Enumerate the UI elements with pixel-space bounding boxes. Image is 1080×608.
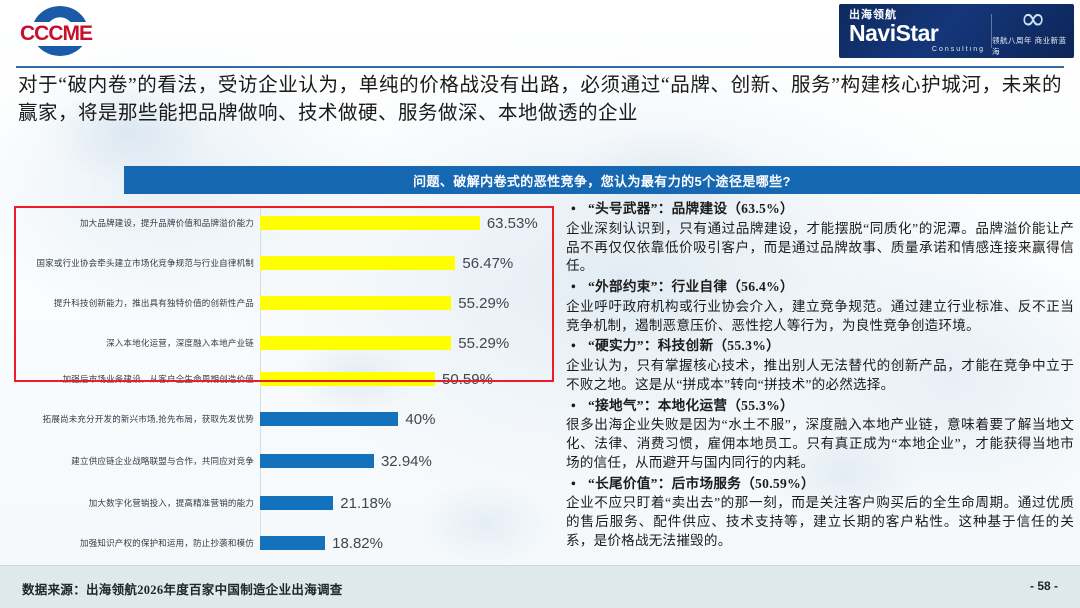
cccme-logo: CCCME xyxy=(18,6,118,58)
chart-bar xyxy=(260,256,456,270)
chart-row: 提升科技创新能力，推出具有独特价值的创新性产品 55.29% xyxy=(6,292,562,314)
commentary-body: 企业呼吁政府机构或行业协会介入，建立竞争规范。通过建立行业标准、反不正当竞争机制… xyxy=(566,298,1074,333)
chart-bar-wrap: 55.29% xyxy=(260,292,562,314)
chart-bar-wrap: 32.94% xyxy=(260,450,562,472)
commentary-heading-text: “接地气”：本地化运营（55.3%） xyxy=(588,397,794,413)
navistar-emblem: ∞ 领航八周年 商业新蓝海 xyxy=(992,4,1074,58)
commentary-heading: • “长尾价值”：后市场服务（50.59%） xyxy=(566,475,1074,494)
bullet-icon: • xyxy=(571,279,577,294)
chart-bar xyxy=(260,536,326,550)
commentary-body: 企业深刻认识到，只有通过品牌建设，才能摆脱“同质化”的泥潭。品牌溢价能让产品不再… xyxy=(566,220,1074,274)
commentary-heading-text: “外部约束”：行业自律（56.4%） xyxy=(588,279,794,294)
bullet-icon: • xyxy=(571,338,577,354)
chart-row: 拓展尚未充分开发的新兴市场,抢先布局，获取先发优势 40% xyxy=(6,408,562,430)
chart-row-label: 加大品牌建设，提升品牌价值和品牌溢价能力 xyxy=(79,218,254,228)
chart-bar xyxy=(260,454,374,468)
chart-row-label: 国家或行业协会牵头建立市场化竞争规范与行业自律机制 xyxy=(36,258,254,268)
question-banner-text: 问题、破解内卷式的恶性竞争，您认为最有力的5个途径是哪些? xyxy=(413,173,791,189)
chart-bar xyxy=(260,216,480,230)
commentary-heading-text: “头号武器”：品牌建设（63.5%） xyxy=(588,201,794,216)
infinity-icon: ∞ xyxy=(1020,4,1046,38)
navistar-cn-name: 出海领航 xyxy=(849,9,897,22)
commentary-heading: • “硬实力”：科技创新（55.3%） xyxy=(566,337,1074,356)
bar-chart: 加大品牌建设，提升品牌价值和品牌溢价能力 63.53% 国家或行业协会牵头建立市场化… xyxy=(6,202,562,552)
chart-bar-value: 63.53% xyxy=(486,214,538,232)
bullet-icon: • xyxy=(571,475,577,491)
intro-paragraph: 对于“破内卷”的看法，受访企业认为，单纯的价格战没有出路，必须通过“品牌、创新、… xyxy=(18,75,1062,124)
header-rule xyxy=(16,66,1064,68)
commentary-heading-text: “长尾价值”：后市场服务（50.59%） xyxy=(588,475,815,491)
chart-bar-wrap: 50.59% xyxy=(260,368,562,390)
navistar-tagline: Consulting xyxy=(931,45,985,53)
page-number: - 58 - xyxy=(1029,579,1058,593)
chart-row: 加大品牌建设，提升品牌价值和品牌溢价能力 63.53% xyxy=(6,212,562,234)
chart-bar xyxy=(260,372,436,386)
chart-row: 建立供应链企业战略联盟与合作，共同应对竞争 32.94% xyxy=(6,450,562,472)
data-source-label: 数据来源：出海领航2026年度百家中国制造企业出海调查 xyxy=(22,583,343,597)
commentary-body: 很多出海企业失败是因为“水土不服”，深度融入本地产业链，意味着要了解当地文化、法… xyxy=(566,417,1074,470)
chart-row-label: 拓展尚未充分开发的新兴市场,抢先布局，获取先发优势 xyxy=(42,414,254,424)
chart-bar xyxy=(260,496,334,510)
chart-bar xyxy=(260,412,399,426)
chart-row-label: 加强知识产权的保护和运用，防止抄袭和模仿 xyxy=(79,538,254,548)
navistar-name-block: 出海领航 NaviStar Consulting xyxy=(839,9,991,52)
chart-bar-wrap: 55.29% xyxy=(260,332,562,354)
chart-bar xyxy=(260,336,452,350)
chart-bar-value: 18.82% xyxy=(332,534,383,552)
chart-row: 加大数字化营销投入，提高精准营销的能力 21.18% xyxy=(6,492,562,514)
chart-bar-value: 55.29% xyxy=(458,294,510,312)
commentary-heading: • “外部约束”：行业自律（56.4%） xyxy=(566,278,1074,297)
chart-bar-value: 55.29% xyxy=(458,334,510,352)
commentary-body: 企业不应只盯着“卖出去”的那一刻，而是关注客户购买后的全生命周期。通过优质的售后… xyxy=(566,495,1074,548)
chart-bar-value: 40% xyxy=(405,410,436,428)
navistar-logo: 出海领航 NaviStar Consulting ∞ 领航八周年 商业新蓝海 xyxy=(839,4,1074,58)
chart-bar-wrap: 40% xyxy=(260,408,562,430)
commentary-heading: • “接地气”：本地化运营（55.3%） xyxy=(566,397,1074,416)
chart-bar-value: 56.47% xyxy=(462,254,514,272)
chart-row-label: 深入本地化运营，深度融入本地产业链 xyxy=(106,338,254,348)
logo-divider xyxy=(991,14,992,48)
chart-bar-wrap: 56.47% xyxy=(260,252,562,274)
bullet-icon: • xyxy=(571,397,577,413)
chart-bar-value: 32.94% xyxy=(380,452,432,470)
chart-row: 加强知识产权的保护和运用，防止抄袭和模仿 18.82% xyxy=(6,532,562,554)
anniversary-label: 领航八周年 商业新蓝海 xyxy=(992,35,1067,56)
chart-row: 深入本地化运营，深度融入本地产业链 55.29% xyxy=(6,332,562,354)
chart-row-label: 建立供应链企业战略联盟与合作，共同应对竞争 xyxy=(71,456,254,466)
chart-row: 国家或行业协会牵头建立市场化竞争规范与行业自律机制 56.47% xyxy=(6,252,562,274)
chart-bar xyxy=(260,296,452,310)
chart-row-label: 提升科技创新能力，推出具有独特价值的创新性产品 xyxy=(53,298,254,308)
chart-bar-wrap: 21.18% xyxy=(260,492,562,514)
chart-bar-wrap: 63.53% xyxy=(260,212,562,234)
bullet-icon: • xyxy=(571,201,577,216)
commentary-heading: • “头号武器”：品牌建设（63.5%） xyxy=(566,200,1074,219)
navistar-en-name: NaviStar xyxy=(849,20,939,47)
chart-bar-wrap: 18.82% xyxy=(260,532,562,554)
question-banner: 问题、破解内卷式的恶性竞争，您认为最有力的5个途径是哪些? xyxy=(124,166,1080,194)
chart-row-label: 加强后市场业务建设，从客户全生命周期创造价值 xyxy=(62,374,254,384)
chart-bar-value: 21.18% xyxy=(340,494,392,512)
commentary-body: 企业认为，只有掌握核心技术，推出别人无法替代的创新产品，才能在竞争中立于不败之地… xyxy=(566,358,1074,392)
commentary-column: • “头号武器”：品牌建设（63.5%） 企业深刻认识到，只有通过品牌建设，才能摆脱… xyxy=(566,200,1074,553)
chart-bar-value: 50.59% xyxy=(442,370,493,388)
cccme-wordmark: CCCME xyxy=(18,22,94,46)
chart-row: 加强后市场业务建设，从客户全生命周期创造价值 50.59% xyxy=(6,368,562,390)
chart-row-label: 加大数字化营销投入，提高精准营销的能力 xyxy=(88,498,254,508)
slide-footer: 数据来源：出海领航2026年度百家中国制造企业出海调查 - 58 - xyxy=(0,565,1080,608)
commentary-heading-text: “硬实力”：科技创新（55.3%） xyxy=(588,338,781,354)
